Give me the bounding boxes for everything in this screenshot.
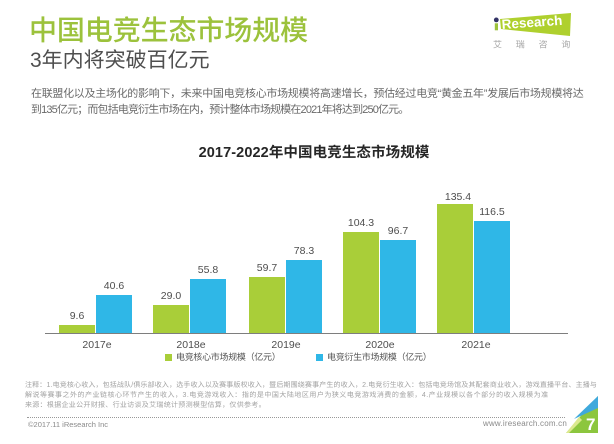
svg-text:Research: Research [501,13,563,32]
svg-text:艾瑞咨询: 艾瑞咨询 [493,38,584,51]
svg-text:7: 7 [586,415,595,434]
